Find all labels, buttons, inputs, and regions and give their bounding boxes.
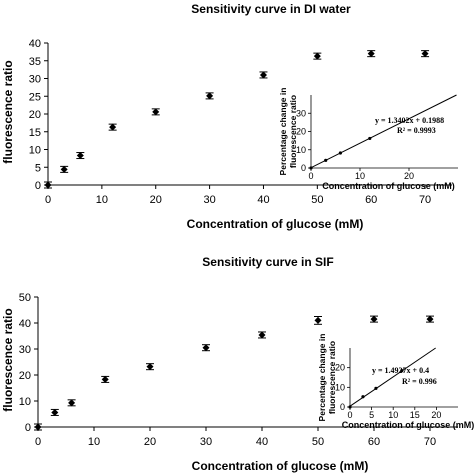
y-tick-label: 30 [29,74,41,86]
y-axis-label: fluorescence ratio [1,60,15,163]
x-tick-label: 40 [256,436,268,448]
data-point [367,50,375,58]
data-point [51,408,59,416]
data-point [76,152,84,160]
y-tick-label: 35 [29,56,41,68]
inset-y-axis-label: Percentage change influorescence ratio [278,88,298,176]
x-tick-label: 30 [200,436,212,448]
inset-x-tick-label: 0 [308,171,313,181]
x-tick-label: 30 [203,194,215,206]
inset-y-tick-label: 20 [296,127,306,137]
data-point [146,363,154,371]
y-axis-label: fluorescence ratio [1,308,15,411]
x-tick-label: 60 [368,436,380,448]
data-point [101,375,109,383]
inset-chart: 0 10 20 0 5 10 15 20 y = 1.4927x + 0.4 R² = 0.996… [317,334,474,430]
inset-y-tick-label: 0 [301,163,306,173]
x-tick-label: 50 [312,436,324,448]
x-tick-label: 0 [45,194,51,206]
inset-data-point [374,386,378,390]
inset-y-tick-label: 20 [335,363,345,373]
x-tick-label: 10 [88,436,100,448]
inset-x-axis-label: Concentration of glucose (mM) [322,181,455,191]
x-tick-label: 10 [96,194,108,206]
inset-data-point [400,369,404,373]
y-tick-label: 25 [29,91,41,103]
data-point [421,50,429,58]
inset-equation: y = 1.4927x + 0.4 [372,366,429,375]
inset-x-axis-label: Concentration of glucose (mM) [342,420,474,430]
data-point [60,165,68,173]
data-point [426,315,434,323]
y-tick-label: 20 [29,109,41,121]
data-point [68,399,76,407]
y-tick-label: 40 [19,318,31,330]
inset-y-axis-label-line-1: Percentage change in [278,88,288,176]
inset-y-axis-label: Percentage change influorescence ratio [317,334,337,422]
inset-data-point [338,151,342,155]
x-tick-label: 20 [150,194,162,206]
data-point [202,344,210,352]
x-axis-label: Concentration of glucose (mM) [187,217,364,231]
inset-x-tick-label: 10 [388,410,398,420]
chart-sif: Sensitivity curve in SIF Concentration o… [1,255,474,473]
data-point [44,181,52,189]
data-point [109,123,117,131]
data-point [34,423,42,431]
inset-data-point [368,136,372,141]
x-tick-label: 20 [144,436,156,448]
y-tick-label: 10 [29,145,41,157]
inset-y-tick-label: 0 [340,402,345,412]
y-tick-label: 50 [19,292,31,304]
data-point [258,331,266,339]
data-point [370,315,378,323]
x-tick-label: 50 [311,194,323,206]
inset-r-squared: R² = 0.9993 [397,126,436,135]
inset-data-point [361,395,365,399]
inset-r-squared: R² = 0.996 [402,377,437,386]
inset-data-point [309,166,313,170]
x-tick-label: 60 [365,194,377,206]
inset-y-tick-label: 10 [296,145,306,155]
x-tick-label: 40 [257,194,269,206]
y-tick-label: 15 [29,127,41,139]
inset-y-axis-label-line-2: fluorescence ratio [327,341,337,414]
inset-data-point [348,405,352,409]
inset-y-axis-label-line-1: Percentage change in [317,334,327,422]
inset-x-tick-label: 10 [355,171,365,181]
inset-data-point [324,158,328,162]
y-tick-label: 0 [35,180,41,192]
y-tick-label: 5 [35,162,41,174]
chart-title: Sensitivity curve in SIF [202,255,333,269]
data-point [152,108,160,116]
inset-trendline [310,94,457,169]
y-tick-label: 20 [19,370,31,382]
data-point [206,92,214,100]
inset-x-tick-label: 20 [404,171,414,181]
x-tick-label: 70 [424,436,436,448]
inset-equation: y = 1.3402x + 0.1988 [375,116,444,125]
y-tick-label: 10 [19,396,31,408]
chart-title: Sensitivity curve in DI water [191,2,351,16]
inset-x-tick-label: 15 [410,410,420,420]
x-axis-label: Concentration of glucose (mM) [192,459,369,473]
inset-x-tick-label: 5 [369,410,374,420]
x-tick-label: 0 [35,436,41,448]
data-point [314,316,322,324]
data-point [313,52,321,60]
y-tick-label: 40 [29,38,41,50]
inset-y-axis-label-line-2: fluorescence ratio [288,95,298,168]
y-tick-label: 0 [25,422,31,434]
inset-y-tick-label: 10 [335,382,345,392]
inset-x-tick-label: 20 [431,410,441,420]
data-point [259,71,267,79]
x-tick-label: 70 [419,194,431,206]
chart-di-water: Sensitivity curve in DI water Concentrat… [1,2,458,231]
inset-x-tick-label: 0 [347,410,352,420]
inset-y-tick-label: 30 [296,108,306,118]
y-tick-label: 30 [19,344,31,356]
